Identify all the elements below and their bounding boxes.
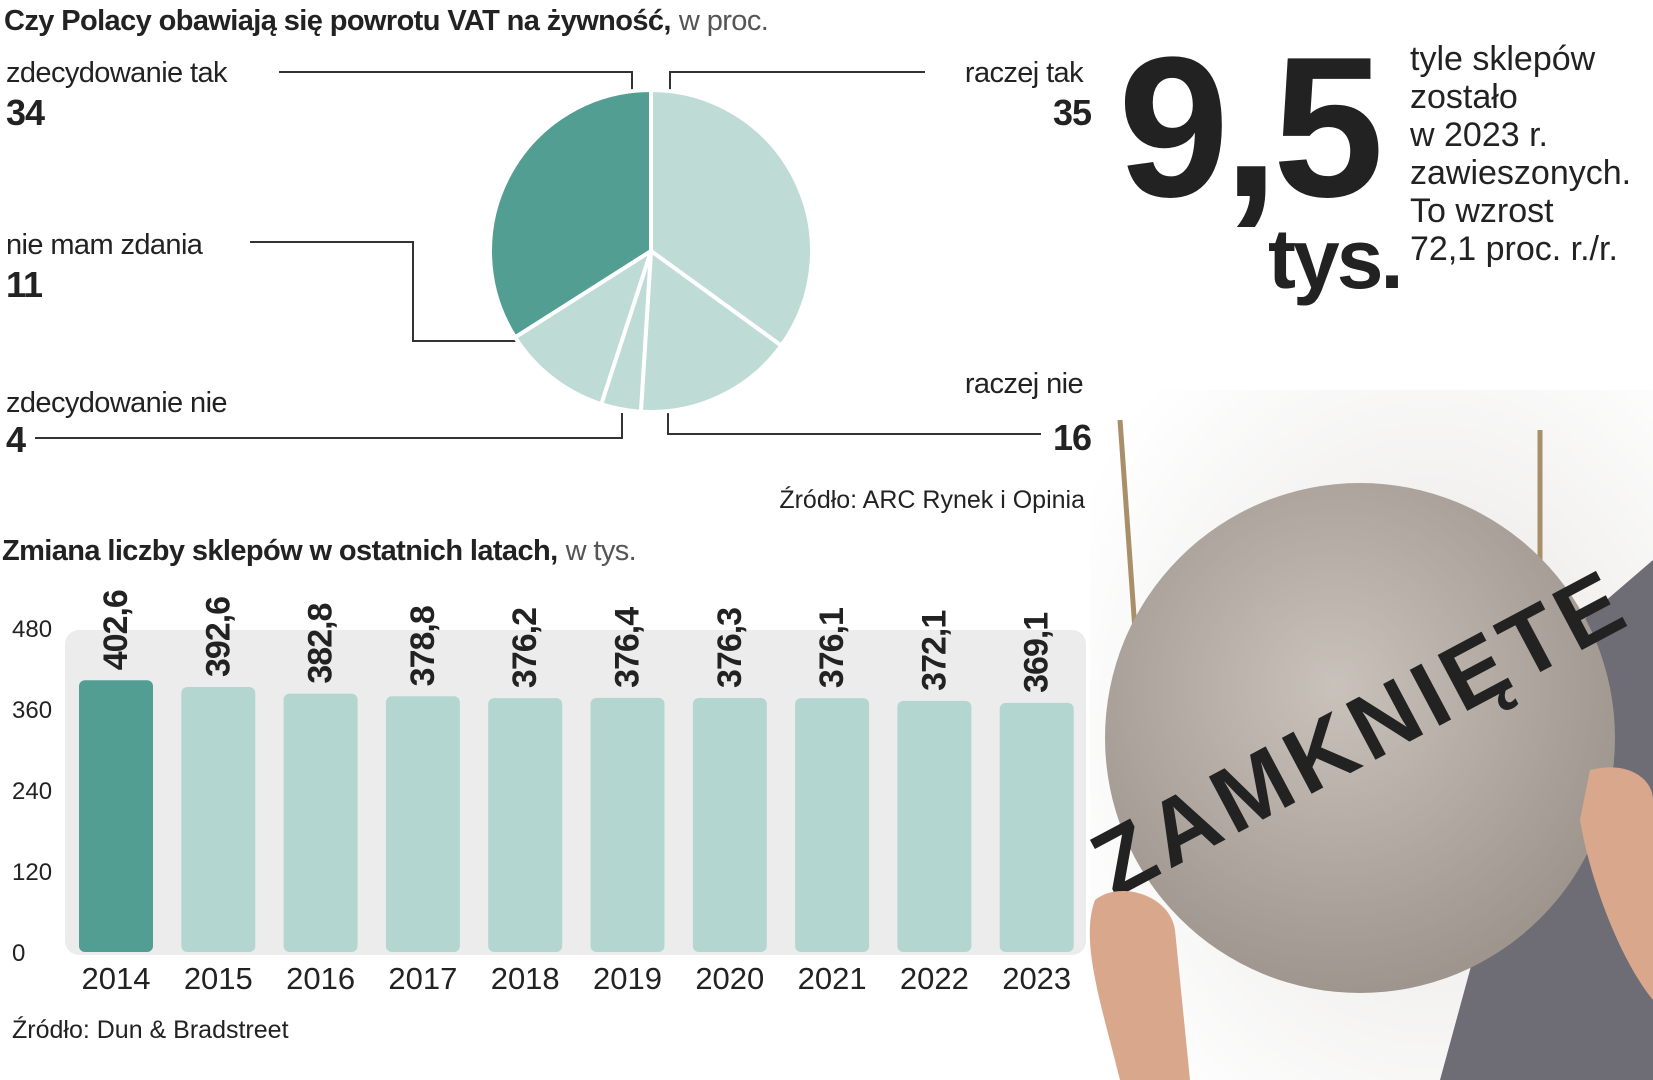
pie-slice [638,249,784,414]
x-tick-label: 2014 [82,961,151,996]
bar-title-main: Zmiana liczby sklepów w ostatnich latach… [2,535,558,567]
slice-label: raczej tak [965,57,1084,89]
bar [795,698,870,952]
callout-line: tyle sklepów [1410,40,1596,78]
hand [1580,767,1653,1000]
bar [79,680,153,952]
slice-label: zdecydowanie nie [6,387,227,419]
slice-label: raczej nie [965,368,1083,400]
x-tick-label: 2021 [798,961,867,996]
hand [1089,891,1190,1080]
callout-line: zawieszonych. [1410,154,1631,192]
bar [999,702,1074,952]
callout-line: To wzrost [1410,192,1554,230]
photo: ZAMKNIĘTE [1076,390,1653,1080]
y-tick-label: 480 [12,616,52,643]
leader-line [35,413,623,439]
y-tick-label: 120 [12,859,52,886]
slice-value: 35 [1053,92,1092,133]
value-label: 376,1 [813,608,851,688]
x-tick-label: 2016 [286,961,355,996]
slice-value: 4 [6,419,26,460]
x-tick-label: 2020 [695,961,764,996]
bar [385,696,460,952]
x-tick-label: 2022 [900,961,969,996]
bar-title-unit: w tys. [565,535,637,567]
x-tick-label: 2018 [491,961,560,996]
pie-title-main: Czy Polacy obawiają się powrotu VAT na ż… [4,5,671,37]
value-label: 376,4 [609,607,647,688]
y-tick-label: 0 [12,940,25,967]
bar-source: Źródło: Dun & Bradstreet [12,1015,289,1044]
pie-source: Źródło: ARC Rynek i Opinia [779,485,1085,514]
callout-unit: tys. [1268,212,1401,306]
pie-title-unit: w proc. [678,5,768,37]
leader-line [279,71,633,90]
pie-slice [488,88,653,340]
bar-title: Zmiana liczby sklepów w ostatnich latach… [2,535,636,567]
x-tick-label: 2023 [1002,961,1071,996]
leader-line [669,71,925,93]
value-label: 369,1 [1018,613,1056,693]
leader-lines [35,71,1041,439]
bar [181,686,256,952]
slice-value: 16 [1053,417,1091,458]
value-label: 378,8 [404,606,442,686]
bar [897,700,972,952]
slice-value: 34 [6,92,45,133]
slice-label: nie mam zdania [6,229,204,261]
callout-line: w 2023 r. [1409,116,1548,154]
bar [283,693,358,952]
x-tick-label: 2015 [184,961,253,996]
value-label: 392,6 [199,597,237,677]
value-label: 376,3 [711,608,749,688]
callout-number: 9,5 [1118,16,1379,239]
y-tick-label: 360 [12,697,52,724]
slice-value: 11 [6,264,43,305]
value-label: 382,8 [302,603,340,683]
bar [488,698,563,952]
x-tick-label: 2019 [593,961,662,996]
sign [1105,483,1615,993]
value-label: 372,1 [915,611,953,691]
leader-line [250,241,516,342]
callout-line: 72,1 proc. r./r. [1410,230,1618,268]
callout: 9,5 tys. tyle sklepów zostało w 2023 r. … [1118,16,1631,306]
pie-slice [513,249,653,407]
x-tick-label: 2017 [388,961,457,996]
leader-line [667,413,1041,435]
callout-line: zostało [1410,78,1518,116]
value-label: 376,2 [506,608,544,688]
pie-slice [649,88,814,348]
y-tick-label: 240 [12,778,52,805]
bar [590,697,665,952]
value-label: 402,6 [97,590,135,670]
bar [692,697,767,952]
pie-title: Czy Polacy obawiają się powrotu VAT na ż… [4,5,768,37]
slice-label: zdecydowanie tak [6,57,228,89]
